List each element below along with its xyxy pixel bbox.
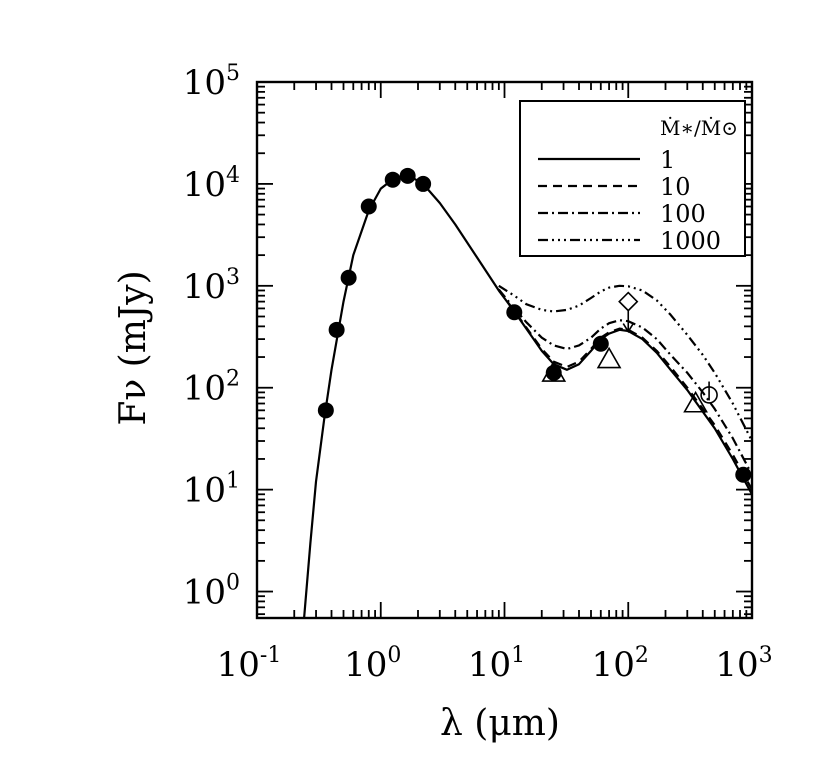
data-point-open-circle	[700, 386, 718, 404]
data-point-filled	[506, 304, 523, 321]
data-point-filled	[735, 466, 752, 483]
y-tick-label: 105	[183, 61, 240, 103]
y-tick-label: 102	[183, 367, 240, 409]
x-tick-label: 10-1	[217, 643, 282, 685]
x-tick-label: 102	[592, 643, 649, 685]
axis-ticks	[256, 81, 753, 618]
data-point-filled	[340, 269, 357, 286]
y-axis-title: Fν (mJy)	[113, 270, 154, 425]
series-line-100	[497, 288, 752, 476]
y-tick-label: 100	[183, 571, 240, 613]
y-tick-label: 101	[183, 469, 240, 511]
upper-limit-arrow	[622, 310, 634, 334]
legend-label-1: 1	[660, 146, 675, 174]
legend-box	[519, 100, 746, 257]
data-point-filled	[592, 335, 609, 352]
data-point-filled	[384, 171, 401, 188]
data-point-filled	[415, 175, 432, 192]
x-axis-title: λ (μm)	[440, 703, 560, 744]
series-line-10	[497, 289, 752, 491]
data-point-triangle	[683, 390, 708, 413]
data-point-filled	[328, 321, 345, 338]
y-tick-label: 104	[183, 163, 240, 205]
data-point-filled	[399, 167, 416, 184]
legend-label-100: 100	[660, 200, 706, 228]
data-point-triangle	[596, 346, 622, 369]
legend-title: Ṁ∗/Ṁ⊙	[660, 116, 738, 140]
x-tick-label: 100	[344, 643, 401, 685]
y-tick-label: 103	[183, 265, 240, 307]
x-tick-label: 101	[468, 643, 525, 685]
legend-label-1000: 1000	[660, 227, 721, 255]
series-line-1000	[498, 284, 752, 442]
data-point-filled	[360, 198, 377, 215]
plot-area	[303, 167, 752, 618]
legend-label-10: 10	[660, 173, 691, 201]
data-point-filled	[317, 402, 334, 419]
data-point-triangle	[541, 360, 567, 382]
data-point-diamond	[618, 291, 639, 312]
x-tick-label: 103	[715, 643, 772, 685]
